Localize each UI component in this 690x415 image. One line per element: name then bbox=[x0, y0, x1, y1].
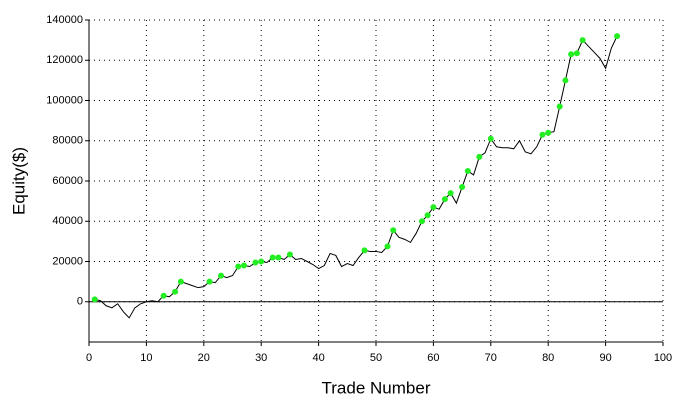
x-tick-label: 30 bbox=[255, 352, 267, 364]
marker bbox=[252, 259, 259, 266]
marker bbox=[441, 196, 448, 203]
marker bbox=[269, 254, 276, 261]
marker bbox=[579, 37, 586, 44]
marker bbox=[361, 247, 368, 254]
marker bbox=[459, 184, 466, 191]
marker bbox=[258, 258, 265, 265]
marker bbox=[240, 262, 247, 269]
marker bbox=[91, 296, 98, 303]
x-tick-label: 60 bbox=[427, 352, 439, 364]
x-tick-label: 40 bbox=[312, 352, 324, 364]
marker bbox=[275, 254, 282, 261]
marker bbox=[384, 243, 391, 250]
marker bbox=[545, 129, 552, 136]
marker bbox=[614, 33, 621, 40]
marker bbox=[160, 292, 167, 299]
marker bbox=[177, 278, 184, 285]
y-tick-label: 20000 bbox=[52, 255, 83, 267]
x-axis-title: Trade Number bbox=[322, 378, 431, 397]
y-tick-label: 0 bbox=[77, 296, 83, 308]
y-tick-label: 120000 bbox=[46, 54, 83, 66]
marker bbox=[172, 288, 179, 295]
y-tick-label: 60000 bbox=[52, 175, 83, 187]
marker bbox=[218, 272, 225, 279]
x-tick-label: 70 bbox=[485, 352, 497, 364]
marker bbox=[235, 263, 242, 270]
marker bbox=[206, 278, 213, 285]
marker bbox=[447, 190, 454, 197]
marker bbox=[556, 103, 563, 110]
x-tick-label: 0 bbox=[86, 352, 92, 364]
x-tick-label: 90 bbox=[599, 352, 611, 364]
y-tick-label: 100000 bbox=[46, 94, 83, 106]
x-tick-label: 100 bbox=[654, 352, 672, 364]
y-tick-label: 40000 bbox=[52, 215, 83, 227]
x-tick-label: 80 bbox=[542, 352, 554, 364]
y-axis-title: Equity($) bbox=[9, 147, 28, 215]
marker bbox=[430, 204, 437, 211]
marker bbox=[390, 227, 397, 234]
marker bbox=[476, 153, 483, 160]
marker bbox=[286, 251, 293, 258]
marker bbox=[573, 50, 580, 57]
marker bbox=[424, 212, 431, 219]
marker bbox=[568, 51, 575, 58]
marker bbox=[562, 77, 569, 84]
marker bbox=[539, 131, 546, 138]
y-tick-label: 140000 bbox=[46, 14, 83, 26]
marker bbox=[487, 135, 494, 142]
y-tick-label: 80000 bbox=[52, 135, 83, 147]
x-tick-label: 10 bbox=[140, 352, 152, 364]
marker bbox=[464, 167, 471, 174]
marker bbox=[418, 218, 425, 225]
x-tick-label: 20 bbox=[198, 352, 210, 364]
x-tick-label: 50 bbox=[370, 352, 382, 364]
